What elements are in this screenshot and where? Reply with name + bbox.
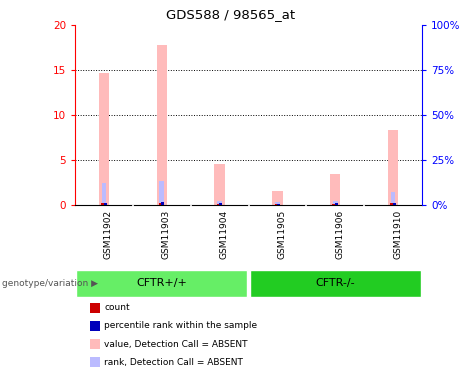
Text: GDS588 / 98565_at: GDS588 / 98565_at [166, 8, 295, 21]
Text: GSM11903: GSM11903 [162, 210, 171, 259]
Bar [159, 203, 162, 205]
Text: GSM11904: GSM11904 [219, 210, 229, 259]
Text: count: count [104, 303, 130, 312]
Bar [157, 45, 167, 205]
Bar [272, 190, 283, 205]
Bar [330, 174, 341, 205]
Bar [393, 203, 396, 205]
Bar [390, 203, 394, 205]
Bar [332, 204, 336, 205]
Bar [388, 130, 398, 205]
Bar [391, 192, 396, 205]
Text: GSM11910: GSM11910 [393, 210, 402, 259]
Text: GSM11902: GSM11902 [104, 210, 113, 259]
Text: value, Detection Call = ABSENT: value, Detection Call = ABSENT [104, 339, 248, 348]
Text: CFTR+/+: CFTR+/+ [136, 278, 187, 288]
Text: CFTR-/-: CFTR-/- [315, 278, 355, 288]
Text: genotype/variation ▶: genotype/variation ▶ [2, 279, 98, 288]
Text: GSM11905: GSM11905 [278, 210, 286, 259]
Bar [335, 203, 338, 205]
Bar [101, 203, 105, 205]
Text: GSM11906: GSM11906 [335, 210, 344, 259]
Bar [99, 73, 109, 205]
Bar [333, 201, 337, 205]
Bar [160, 181, 164, 205]
Bar [76, 270, 248, 297]
Text: rank, Detection Call = ABSENT: rank, Detection Call = ABSENT [104, 357, 243, 366]
Bar [104, 203, 106, 205]
Bar [219, 203, 222, 205]
Bar [161, 202, 165, 205]
Bar [101, 183, 106, 205]
Text: percentile rank within the sample: percentile rank within the sample [104, 321, 257, 330]
Bar [250, 270, 421, 297]
Bar [275, 202, 280, 205]
Bar [277, 204, 280, 205]
Bar [217, 204, 220, 205]
Bar [214, 164, 225, 205]
Bar [274, 204, 278, 205]
Bar [217, 201, 222, 205]
